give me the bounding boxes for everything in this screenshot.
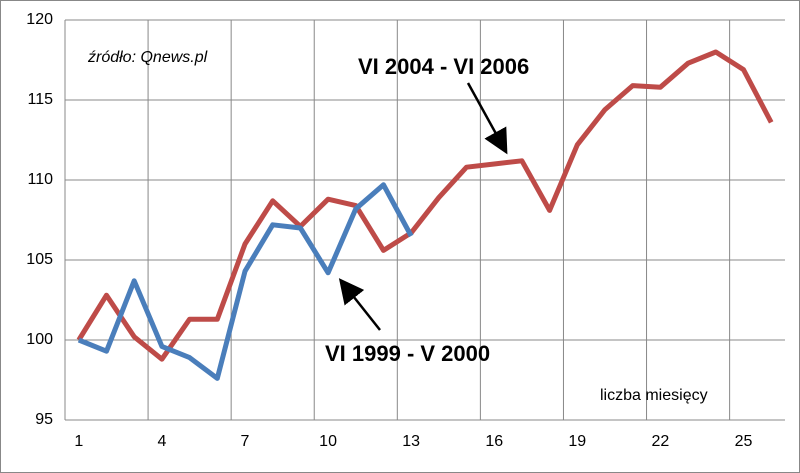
annotation: VI 1999 - V 2000 xyxy=(325,341,490,366)
y-tick-label: 105 xyxy=(26,251,53,268)
annotation: VI 2004 - VI 2006 xyxy=(358,54,529,79)
arrow xyxy=(338,278,381,331)
x-tick-label: 7 xyxy=(241,433,250,450)
y-tick-label: 95 xyxy=(35,411,53,428)
y-tick-label: 100 xyxy=(26,331,53,348)
x-tick-label: 25 xyxy=(735,433,753,450)
source-note: źródło: Qnews.pl xyxy=(87,49,208,66)
series-line xyxy=(76,49,774,362)
x-axis-label: liczba miesięcy xyxy=(600,387,708,404)
series-line xyxy=(77,182,414,381)
arrow xyxy=(466,82,508,155)
x-tick-label: 16 xyxy=(485,433,503,450)
x-tick-label: 22 xyxy=(651,433,669,450)
x-tick-label: 4 xyxy=(157,433,166,450)
y-tick-label: 115 xyxy=(27,91,53,108)
y-tick-label: 120 xyxy=(26,11,53,28)
y-tick-label: 110 xyxy=(27,171,53,188)
x-tick-label: 19 xyxy=(568,433,586,450)
x-tick-label: 13 xyxy=(402,433,420,450)
x-tick-label: 1 xyxy=(74,433,83,450)
x-tick-label: 10 xyxy=(319,433,337,450)
